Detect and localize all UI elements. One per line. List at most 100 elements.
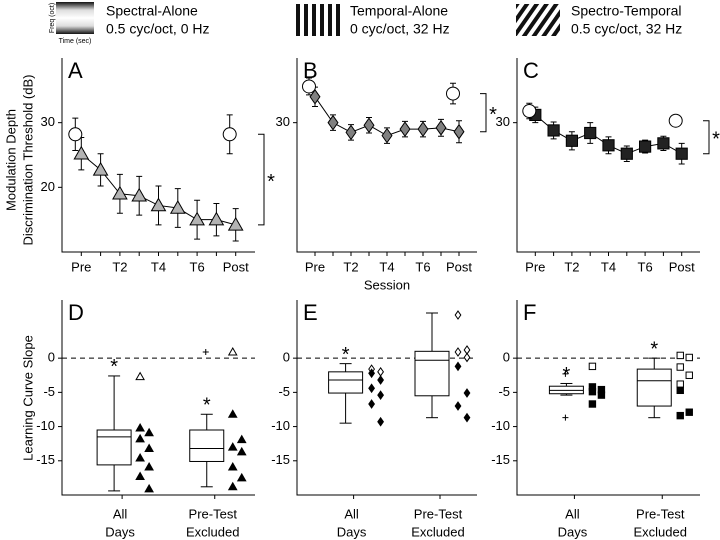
data-point bbox=[377, 390, 385, 400]
data-point bbox=[144, 427, 154, 437]
y-tick-label: -10 bbox=[491, 418, 510, 433]
x-tick-label: All bbox=[565, 506, 580, 521]
significance-bracket bbox=[480, 93, 487, 133]
data-point bbox=[522, 104, 537, 119]
y-axis-label: Discrimination Threshold (dB) bbox=[20, 75, 35, 246]
data-point bbox=[135, 453, 145, 462]
data-point bbox=[144, 461, 154, 471]
data-point bbox=[377, 375, 385, 385]
x-tick-label: Pre-Test bbox=[636, 506, 685, 521]
axes bbox=[296, 58, 477, 253]
data-point bbox=[620, 147, 633, 160]
data-point bbox=[368, 399, 376, 409]
data-point bbox=[144, 443, 154, 452]
significance-star: * bbox=[650, 338, 658, 360]
axes bbox=[296, 300, 477, 496]
data-point bbox=[588, 400, 597, 408]
data-point bbox=[675, 147, 688, 160]
data-point bbox=[463, 388, 471, 398]
x-tick-label: T2 bbox=[564, 259, 579, 274]
data-point bbox=[227, 442, 238, 451]
y-tick-label: -5 bbox=[278, 384, 290, 399]
data-point bbox=[189, 211, 205, 226]
data-point bbox=[446, 86, 460, 101]
x-tick-label: Days bbox=[105, 524, 135, 539]
y-tick-label: 30 bbox=[41, 114, 55, 129]
x-tick-label: T4 bbox=[379, 259, 394, 274]
significance-star: * bbox=[489, 104, 497, 126]
data-point bbox=[135, 422, 145, 432]
x-tick-label: Excluded bbox=[186, 524, 239, 539]
spectrotemporal-icon bbox=[516, 4, 560, 36]
header-title: Temporal-Alone bbox=[350, 3, 448, 19]
data-point bbox=[676, 411, 684, 420]
box bbox=[414, 350, 450, 397]
data-point bbox=[377, 416, 385, 427]
data-point bbox=[597, 391, 606, 399]
data-point bbox=[368, 383, 376, 394]
x-tick-label: Pre-Test bbox=[189, 506, 238, 521]
y-tick-label: 30 bbox=[496, 114, 510, 129]
x-tick-label: T6 bbox=[415, 259, 430, 274]
data-point bbox=[227, 461, 238, 471]
data-point bbox=[463, 412, 471, 423]
x-tick-label: Post bbox=[446, 259, 472, 274]
data-point bbox=[565, 134, 578, 147]
data-point bbox=[302, 79, 316, 94]
header-title: Spectral-Alone bbox=[106, 3, 198, 19]
x-tick-label: Pre bbox=[525, 259, 545, 274]
data-point bbox=[454, 401, 462, 411]
x-tick-label: All bbox=[113, 506, 128, 521]
data-point bbox=[399, 121, 411, 138]
significance-star: * bbox=[203, 395, 211, 417]
data-point bbox=[584, 126, 597, 140]
data-point bbox=[417, 121, 429, 138]
data-point bbox=[685, 408, 693, 416]
data-point bbox=[588, 362, 597, 371]
outlier bbox=[562, 370, 569, 377]
axes bbox=[516, 58, 700, 253]
x-tick-label: T2 bbox=[343, 259, 358, 274]
axes bbox=[61, 300, 255, 496]
box bbox=[96, 429, 132, 466]
x-tick-label: Days bbox=[337, 524, 367, 539]
data-point bbox=[435, 119, 447, 136]
data-point bbox=[588, 387, 597, 396]
x-tick-label: Excluded bbox=[634, 524, 687, 539]
significance-bracket bbox=[703, 120, 710, 155]
data-point bbox=[381, 127, 393, 144]
data-point bbox=[345, 124, 357, 141]
data-point bbox=[236, 434, 247, 444]
data-point bbox=[657, 137, 670, 150]
icon-ylabel: Freq (oct) bbox=[49, 3, 56, 33]
data-point bbox=[92, 161, 109, 176]
data-point bbox=[668, 113, 683, 128]
header-subtitle: 0.5 cyc/oct, 32 Hz bbox=[571, 21, 682, 37]
significance-star: * bbox=[267, 171, 275, 193]
x-tick-label: Days bbox=[558, 524, 588, 539]
data-point bbox=[454, 310, 462, 320]
data-point bbox=[236, 472, 247, 482]
data-point bbox=[685, 353, 693, 362]
data-point bbox=[73, 145, 90, 160]
y-tick-label: -10 bbox=[271, 418, 290, 433]
x-tick-label: T4 bbox=[151, 259, 166, 274]
header-title: Spectro-Temporal bbox=[571, 3, 682, 19]
x-axis-label: Session bbox=[364, 277, 410, 292]
data-point bbox=[368, 368, 376, 379]
data-point bbox=[453, 123, 465, 140]
data-point bbox=[236, 446, 247, 456]
data-point bbox=[602, 139, 615, 152]
data-point bbox=[639, 140, 652, 153]
y-tick-label: -5 bbox=[43, 384, 55, 399]
data-point bbox=[150, 197, 167, 212]
x-tick-label: T6 bbox=[638, 259, 653, 274]
data-point bbox=[676, 380, 684, 388]
y-tick-label: -5 bbox=[498, 384, 510, 399]
outlier bbox=[202, 349, 209, 355]
data-point bbox=[685, 371, 693, 379]
y-tick-label: -15 bbox=[491, 452, 510, 467]
data-point bbox=[135, 433, 145, 443]
y-axis-label: Learning Curve Slope bbox=[20, 335, 35, 461]
